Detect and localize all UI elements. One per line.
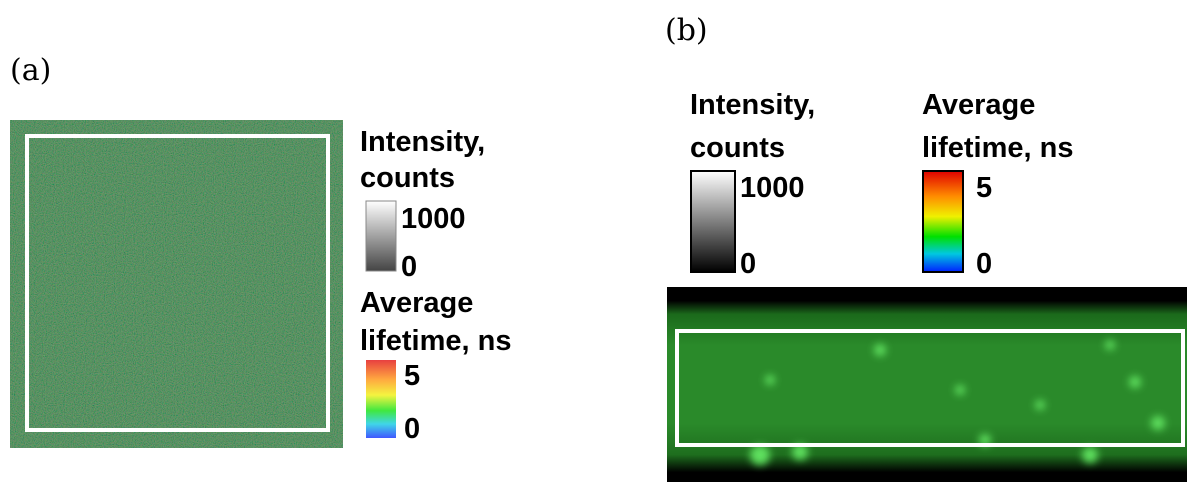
roi xyxy=(25,134,330,432)
legend-title: lifetime, ns xyxy=(360,325,512,357)
colorbar-min: 0 xyxy=(401,251,417,283)
colorbar-min: 0 xyxy=(976,248,992,280)
colorbar-max: 1000 xyxy=(401,203,466,235)
colorbar xyxy=(365,200,397,272)
image-noise xyxy=(10,120,343,448)
image xyxy=(667,287,1187,482)
colorbar-max: 5 xyxy=(404,360,420,392)
colorbar-min: 0 xyxy=(404,413,420,445)
legend-title: Intensity, xyxy=(690,89,815,121)
legend-title: Average xyxy=(360,287,473,319)
colorbar xyxy=(922,170,964,273)
image-spots xyxy=(750,340,1165,465)
panel-label: (b) xyxy=(665,13,708,48)
panel-label: (a) xyxy=(10,53,51,88)
legend-title: Intensity, xyxy=(360,126,485,158)
colorbar xyxy=(690,170,736,273)
colorbar-min: 0 xyxy=(740,248,756,280)
colorbar-max: 5 xyxy=(976,172,992,204)
colorbar-max: 1000 xyxy=(740,172,805,204)
legend-title: counts xyxy=(360,162,455,194)
colorbar xyxy=(366,360,396,438)
legend-title: lifetime, ns xyxy=(922,132,1074,164)
legend-title: counts xyxy=(690,132,785,164)
legend-title: Average xyxy=(922,89,1035,121)
roi xyxy=(675,329,1185,447)
